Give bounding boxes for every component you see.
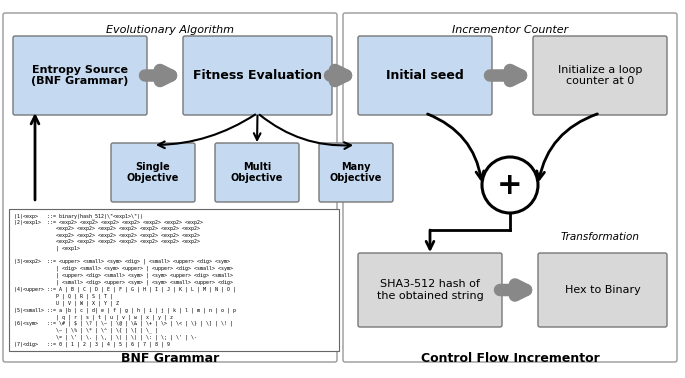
FancyBboxPatch shape (358, 36, 492, 115)
FancyBboxPatch shape (533, 36, 667, 115)
Text: (1)<exp>   ::= binary(hash_512(\"<exp1>\"))
(2)<exp1>  ::= <exp2> <exp2> <exp2> : (1)<exp> ::= binary(hash_512(\"<exp1>\")… (14, 213, 236, 347)
Text: Multi
Objective: Multi Objective (231, 162, 283, 183)
Text: Control Flow Incrementor: Control Flow Incrementor (421, 352, 599, 365)
FancyBboxPatch shape (9, 209, 339, 351)
Text: Transformation: Transformation (560, 232, 640, 242)
Circle shape (482, 157, 538, 213)
Text: Initial seed: Initial seed (386, 69, 464, 82)
Text: Many
Objective: Many Objective (329, 162, 382, 183)
Text: Single
Objective: Single Objective (127, 162, 179, 183)
FancyBboxPatch shape (111, 143, 195, 202)
Text: Hex to Binary: Hex to Binary (564, 285, 640, 295)
FancyBboxPatch shape (183, 36, 332, 115)
Text: SHA3-512 hash of
the obtained string: SHA3-512 hash of the obtained string (377, 279, 484, 301)
Text: Evolutionary Algorithm: Evolutionary Algorithm (106, 25, 234, 35)
FancyBboxPatch shape (13, 36, 147, 115)
Text: Initialize a loop
counter at 0: Initialize a loop counter at 0 (558, 65, 642, 86)
FancyBboxPatch shape (319, 143, 393, 202)
Text: BNF Grammar: BNF Grammar (121, 352, 219, 365)
Text: Entropy Source
(BNF Grammar): Entropy Source (BNF Grammar) (32, 65, 129, 86)
Text: Incrementor Counter: Incrementor Counter (452, 25, 568, 35)
Text: Fitness Evaluation: Fitness Evaluation (193, 69, 322, 82)
FancyBboxPatch shape (358, 253, 502, 327)
FancyBboxPatch shape (215, 143, 299, 202)
FancyBboxPatch shape (538, 253, 667, 327)
Text: +: + (497, 170, 523, 200)
